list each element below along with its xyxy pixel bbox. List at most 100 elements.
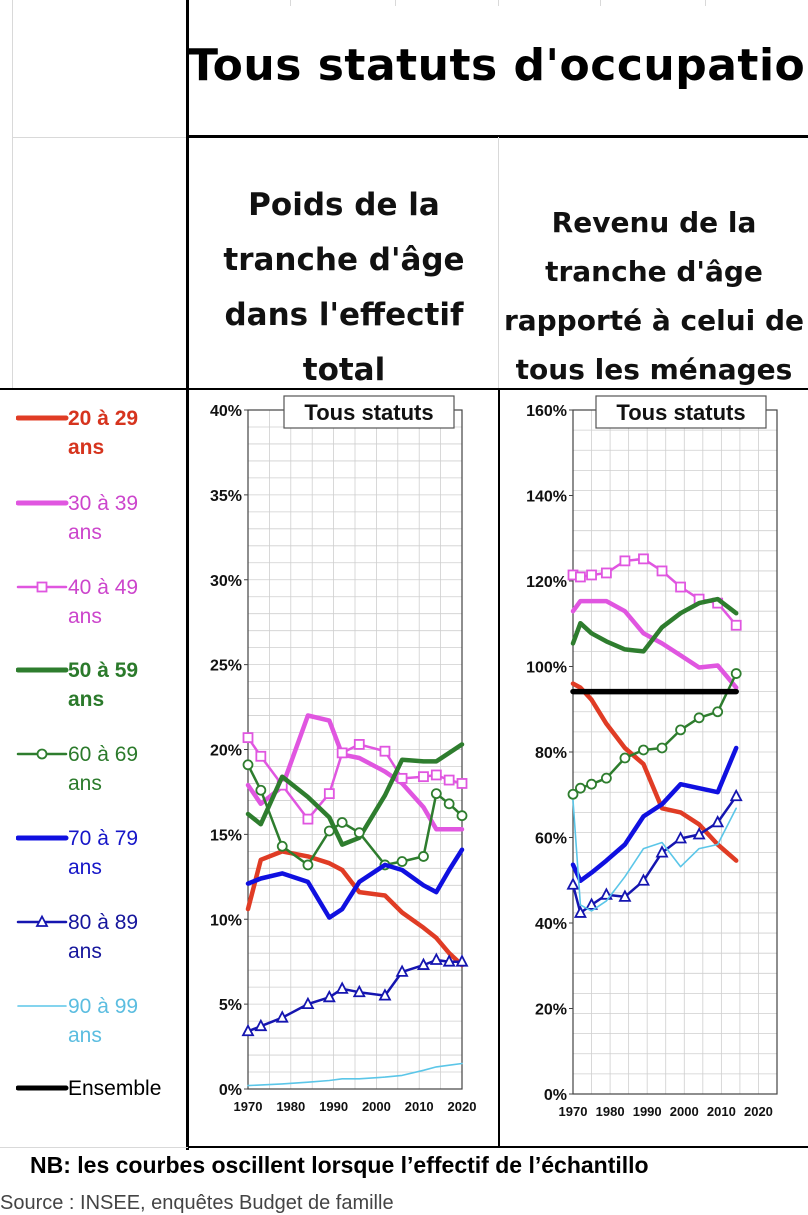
chart-title: Tous statuts [616, 400, 745, 425]
circle-marker [567, 788, 579, 800]
triangle-marker [655, 845, 669, 858]
square-marker [575, 571, 586, 583]
chart-title-box [595, 395, 767, 429]
square-marker [619, 555, 631, 567]
circle-marker [675, 724, 686, 736]
series-90-99-ans [247, 1062, 463, 1087]
y-tick-label: 120% [526, 574, 567, 591]
triangle-marker [566, 877, 580, 890]
circle-marker [323, 825, 335, 837]
legend-label: 70 à 79 ans [68, 827, 139, 879]
legend-swatch [16, 500, 69, 506]
legend-swatch [16, 1085, 69, 1091]
square-marker [36, 581, 48, 593]
source-note: Source : INSEE, enquêtes Budget de famil… [0, 1192, 394, 1214]
y-tick-label: 15% [210, 827, 242, 844]
square-marker [430, 769, 442, 781]
footnote: NB: les courbes oscillent lorsque l’effe… [30, 1152, 649, 1178]
series-line [571, 795, 738, 915]
circle-marker [430, 788, 442, 800]
square-marker [600, 567, 612, 579]
x-tick-label: 2000 [362, 1099, 391, 1114]
circle-marker [575, 782, 586, 794]
circle-marker [353, 827, 365, 839]
legend-swatch [16, 914, 68, 927]
series-line [570, 745, 739, 884]
circle-marker [656, 742, 668, 754]
triangle-marker [618, 889, 632, 902]
series-line [245, 847, 465, 920]
y-tick-label: 5% [219, 997, 242, 1014]
series-70-79-ans [570, 745, 739, 884]
x-tick-label: 2010 [707, 1104, 736, 1119]
triangle-marker [275, 1010, 289, 1023]
y-tick-label: 40% [535, 916, 567, 933]
square-marker [302, 813, 314, 825]
triangle-marker [692, 827, 706, 840]
subtitle-right: Revenu de la tranche d'âge rapporté à ce… [500, 198, 808, 394]
y-tick-label: 0% [544, 1087, 567, 1104]
square-marker [730, 619, 742, 631]
triangle-marker [674, 831, 688, 844]
chart-right: 0% 20% 40% 60% 80% 100% 120% 140% 160% 1970 1980 19… [526, 395, 778, 1119]
triangle-marker [711, 814, 725, 828]
x-tick-label: 1990 [633, 1104, 662, 1119]
subtitle-left-line: Poids de la [248, 187, 440, 223]
circle-marker [443, 798, 455, 810]
triangle-marker [241, 1023, 255, 1037]
legend-swatch [17, 1005, 67, 1007]
page-title: Tous statuts d'occupation [188, 40, 808, 91]
y-tick-label: 30% [210, 573, 242, 590]
legend-label: 20 à 29 ans [68, 407, 139, 459]
triangle-marker [395, 964, 409, 977]
circle-marker [242, 759, 254, 771]
legend-label: Ensemble [68, 1077, 162, 1100]
square-marker [336, 747, 348, 759]
y-tick-label: 40% [210, 403, 242, 420]
legend-label: 40 à 49 ans [68, 576, 139, 628]
circle-marker [619, 752, 631, 764]
triangle-marker [636, 873, 650, 886]
legend-swatch [16, 581, 68, 593]
triangle-marker [301, 996, 315, 1010]
legend-label: 90 à 99 ans [68, 995, 139, 1047]
square-marker [443, 774, 455, 786]
circle-marker [302, 859, 314, 871]
circle-marker [418, 851, 429, 862]
triangle-marker [254, 1018, 268, 1032]
legend-label: 30 à 39 ans [68, 492, 139, 544]
circle-marker [730, 668, 742, 679]
square-marker [675, 581, 686, 593]
series-line [570, 596, 739, 654]
circle-marker [336, 817, 348, 828]
square-marker [656, 565, 668, 577]
legend-label: 50 à 59 ans [68, 659, 139, 711]
series-line [572, 799, 737, 912]
square-marker [379, 745, 391, 757]
x-tick-label: 1970 [559, 1104, 588, 1119]
triangle-marker [585, 897, 599, 910]
circle-marker [638, 744, 649, 756]
triangle-marker [335, 981, 349, 994]
chart-title-box [283, 395, 455, 429]
square-marker [353, 739, 365, 750]
triangle-marker [322, 989, 336, 1003]
x-tick-label: 2010 [405, 1099, 434, 1114]
legend-swatch [16, 667, 69, 673]
subtitle-right-line: Revenu de la [551, 206, 757, 239]
x-tick-label: 2000 [670, 1104, 699, 1119]
y-tick-label: 0% [219, 1082, 242, 1099]
square-marker [323, 788, 335, 800]
series-40-49-ans [567, 553, 742, 631]
y-tick-label: 160% [526, 403, 567, 420]
x-tick-label: 1990 [319, 1099, 348, 1114]
x-tick-label: 2020 [744, 1104, 773, 1119]
legend-swatch [16, 835, 69, 841]
subtitle-right-line: tranche d'âge [545, 255, 763, 288]
square-marker [586, 569, 597, 581]
triangle-marker [455, 954, 469, 967]
triangle-marker [442, 954, 456, 967]
subtitle-right-line: rapporté à celui de [503, 304, 805, 337]
square-marker [638, 553, 649, 565]
y-tick-label: 25% [210, 658, 242, 675]
